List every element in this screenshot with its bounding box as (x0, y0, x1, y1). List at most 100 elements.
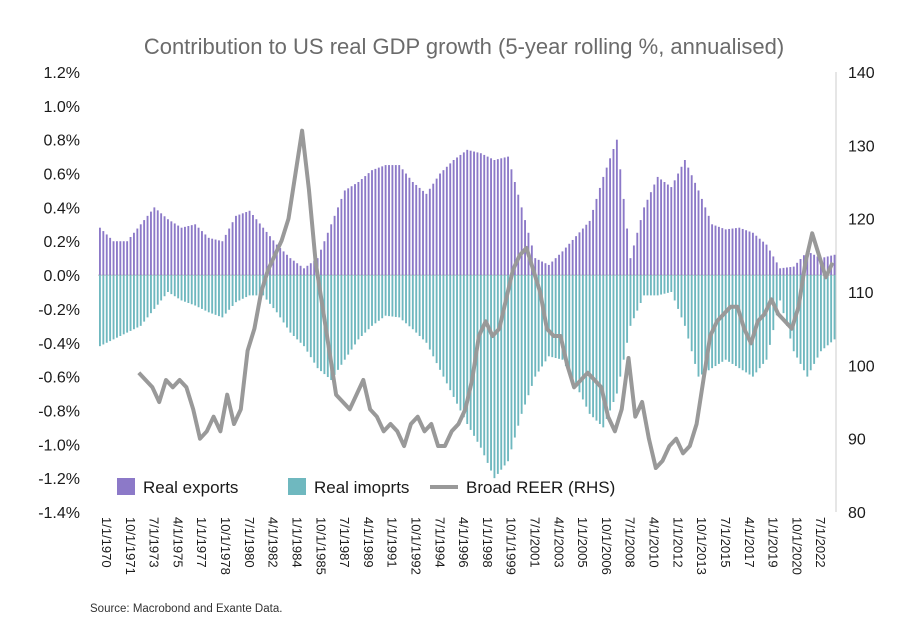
real-exports-bar (785, 267, 788, 276)
real-imports-bar (486, 275, 489, 463)
real-exports-bar (561, 251, 564, 276)
real-exports-bar (789, 267, 792, 276)
real-imports-bar (728, 275, 731, 362)
real-imports-bar (782, 275, 785, 314)
real-exports-bar (704, 207, 707, 276)
real-imports-bar (456, 275, 458, 404)
real-imports-bar (819, 275, 822, 352)
real-imports-bar (510, 275, 513, 450)
real-exports-bar (102, 231, 105, 276)
source-note: Source: Macrobond and Exante Data. (90, 603, 282, 615)
real-exports-bar (333, 215, 336, 276)
real-exports-bar (224, 234, 227, 276)
real-imports-bar (666, 275, 669, 293)
right-tick-label: 80 (848, 505, 866, 522)
real-imports-bar (663, 275, 666, 294)
real-imports-bar (503, 275, 506, 466)
real-exports-bar (384, 165, 387, 276)
real-exports-bar (330, 224, 333, 276)
right-axis-tick-labels: 140 130 120 110 100 90 80 (848, 65, 875, 522)
real-exports-bar (724, 229, 727, 276)
x-tick-label: 1/1/2019 (766, 517, 781, 568)
real-exports-bar (163, 216, 166, 276)
real-imports-bar (391, 275, 394, 317)
x-tick-label: 7/1/1994 (432, 517, 447, 568)
real-exports-bar (401, 169, 404, 276)
real-exports-bar (646, 199, 649, 276)
real-exports-bar (510, 169, 513, 276)
real-imports-bar (411, 275, 414, 330)
real-imports-bar (537, 275, 540, 372)
real-imports-bar (452, 275, 455, 397)
real-imports-bar (520, 275, 523, 414)
real-imports-bar (588, 275, 591, 414)
real-imports-bar (571, 275, 574, 379)
real-exports-bar (544, 263, 547, 276)
real-exports-bar (636, 232, 639, 276)
real-exports-bar (581, 228, 584, 276)
real-exports-bar (615, 139, 618, 276)
real-imports-bar (534, 275, 537, 377)
real-exports-bar (575, 236, 577, 276)
left-tick-label: -1.0% (38, 437, 80, 454)
real-imports-bar (418, 275, 421, 336)
real-exports-bar (415, 184, 418, 276)
real-imports-bar (313, 275, 316, 363)
real-imports-bar (167, 275, 169, 292)
real-imports-bar (160, 275, 163, 301)
real-imports-bar (564, 275, 567, 367)
real-exports-bar (381, 166, 384, 276)
real-imports-bar (102, 275, 105, 345)
x-tick-label: 7/1/2001 (528, 517, 543, 568)
real-exports-bar (119, 241, 122, 276)
real-imports-bar (354, 275, 356, 345)
real-imports-bar (513, 275, 516, 438)
real-exports-bar (728, 228, 731, 276)
real-imports-bar (228, 275, 231, 310)
x-tick-label: 4/1/2003 (551, 517, 566, 568)
real-imports-bar (632, 275, 635, 319)
left-tick-label: -0.6% (38, 370, 80, 387)
real-imports-bar (282, 275, 285, 323)
x-tick-label: 7/1/1980 (242, 517, 257, 568)
real-exports-bar (612, 149, 615, 276)
real-imports-bar (428, 275, 431, 350)
x-tick-label: 7/1/2022 (813, 517, 828, 568)
real-exports-bar (459, 154, 462, 276)
real-exports-bar (632, 245, 635, 276)
real-imports-bar (656, 275, 659, 296)
real-exports-bar (762, 241, 765, 276)
real-imports-bar (711, 275, 714, 369)
x-tick-label: 1/1/1991 (385, 517, 400, 568)
real-exports-bar (388, 165, 390, 276)
real-exports-bar (486, 156, 489, 276)
real-imports-bar (343, 275, 346, 360)
real-imports-bar (731, 275, 734, 364)
real-exports-bar (816, 256, 819, 276)
real-imports-bar (823, 275, 826, 349)
real-imports-bar (425, 275, 428, 343)
real-imports-bar (554, 275, 557, 358)
real-exports-bar (809, 253, 812, 276)
real-exports-bar (677, 173, 680, 276)
real-exports-bar (326, 232, 329, 276)
right-tick-label: 120 (848, 212, 875, 229)
real-exports-bar (156, 210, 159, 276)
real-exports-bar (296, 263, 299, 276)
real-exports-bar (275, 244, 278, 276)
real-exports-bar (456, 157, 458, 276)
left-tick-label: -0.2% (38, 302, 80, 319)
real-imports-bar (218, 275, 220, 317)
real-imports-bar (490, 275, 492, 471)
x-tick-label: 1/1/1977 (194, 517, 209, 568)
real-exports-bar (292, 260, 295, 276)
real-imports-bar (303, 275, 305, 347)
real-imports-bar (286, 275, 288, 328)
real-imports-bar (126, 275, 129, 333)
real-imports-bar (265, 275, 268, 300)
real-exports-bar (700, 198, 703, 276)
real-imports-bar (163, 275, 166, 297)
x-tick-label: 4/1/1975 (170, 517, 185, 568)
real-imports-bar (799, 275, 802, 364)
left-tick-label: -1.2% (38, 471, 80, 488)
